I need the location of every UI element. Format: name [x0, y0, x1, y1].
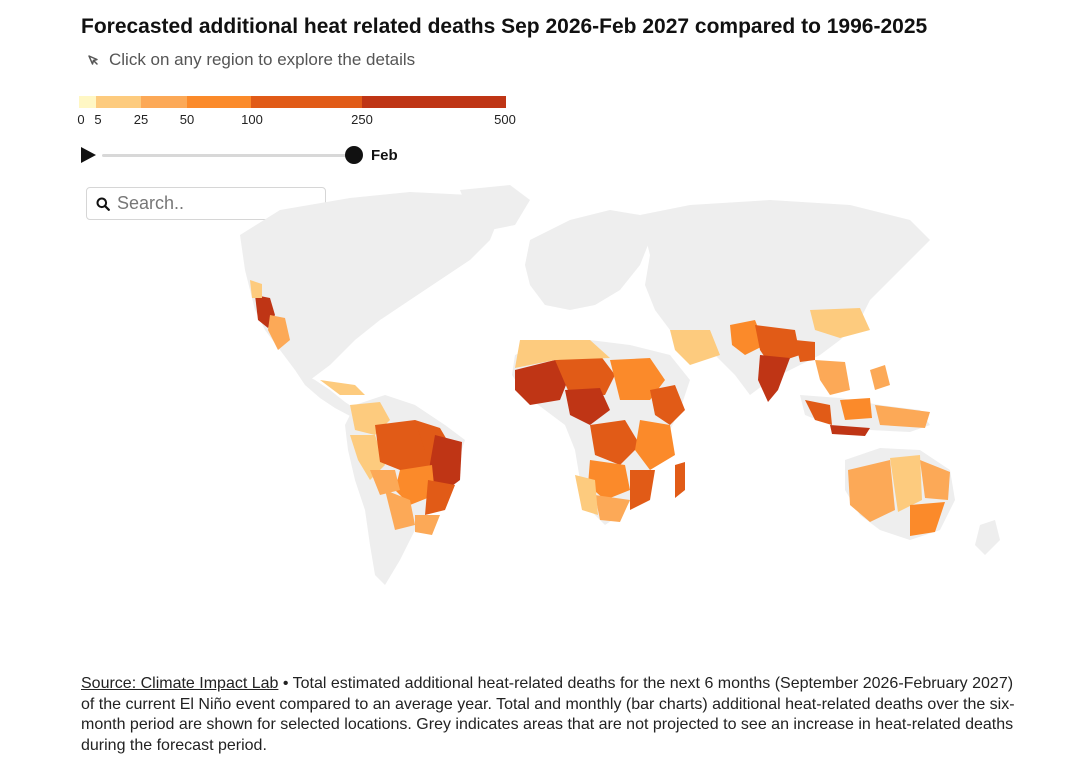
region-australia-west — [848, 460, 895, 522]
legend-swatch-0-5 — [79, 96, 96, 108]
chart-title: Forecasted additional heat related death… — [81, 15, 928, 38]
legend-tick-0: 0 — [77, 112, 85, 127]
current-month-label: Feb — [371, 147, 398, 164]
region-bahia — [428, 435, 462, 495]
region-nigeria — [565, 388, 610, 425]
footer-note: Source: Climate Impact Lab • Total estim… — [81, 674, 1016, 756]
region-angola-zambia — [588, 460, 630, 500]
legend-tick-25: 25 — [133, 112, 149, 127]
region-chad-sudan — [610, 358, 665, 400]
region-california — [250, 280, 262, 298]
region-java — [830, 425, 870, 436]
legend-swatch-100-250 — [251, 96, 362, 108]
region-sulawesi-papua — [875, 405, 930, 428]
legend-tick-5: 5 — [94, 112, 102, 127]
region-north-america — [240, 192, 500, 380]
region-congo — [590, 420, 640, 465]
legend-swatch-250-500 — [362, 96, 506, 108]
heat-regions — [250, 280, 950, 536]
region-sao-paulo — [425, 480, 455, 515]
world-map[interactable] — [170, 180, 1050, 600]
source-link[interactable]: Source: Climate Impact Lab — [81, 675, 279, 692]
region-caribbean — [320, 380, 365, 395]
legend-tick-250: 250 — [351, 112, 373, 127]
region-bolivia — [370, 470, 400, 495]
region-europe — [525, 210, 650, 310]
region-east-africa — [635, 420, 675, 470]
region-ethiopia — [650, 385, 685, 425]
region-peru — [350, 435, 385, 480]
timeline-slider-handle[interactable] — [345, 146, 363, 164]
region-madagascar — [675, 462, 685, 498]
legend-color-scale — [79, 96, 506, 108]
region-australia-east — [920, 460, 950, 500]
cursor-icon — [88, 55, 98, 65]
region-sahel-west — [515, 360, 570, 405]
region-paraguay — [385, 490, 415, 530]
region-sahara-edge — [515, 340, 610, 368]
region-south-brazil — [415, 515, 440, 535]
click-hint-text: Click on any region to explore the detai… — [109, 50, 416, 69]
region-greenland — [460, 185, 530, 230]
region-philippines — [870, 365, 890, 390]
legend-swatch-50-100 — [187, 96, 251, 108]
region-china-south — [810, 308, 870, 338]
search-icon — [96, 197, 110, 211]
click-hint: Click on any region to explore the detai… — [86, 50, 415, 70]
search-input[interactable] — [117, 193, 307, 214]
region-mexico-central — [268, 315, 290, 350]
month-timeline: Feb — [81, 145, 421, 167]
region-new-zealand — [975, 520, 1000, 555]
region-central-america — [295, 370, 360, 416]
region-search-box[interactable] — [86, 187, 326, 220]
legend-tick-100: 100 — [241, 112, 263, 127]
play-icon[interactable] — [81, 147, 96, 163]
region-borneo — [840, 398, 872, 420]
region-southeast-asia — [815, 360, 850, 395]
region-mali-niger — [555, 355, 615, 395]
region-southern-africa — [595, 495, 630, 522]
timeline-slider-track[interactable] — [102, 154, 355, 157]
legend-tick-500: 500 — [494, 112, 516, 127]
color-legend: 0 5 25 50 100 250 500 — [77, 96, 516, 128]
legend-swatch-5-25 — [96, 96, 141, 108]
region-australia-central — [890, 455, 922, 512]
region-india-south — [758, 355, 790, 402]
region-india-north — [755, 325, 800, 365]
region-arabia — [670, 330, 720, 365]
region-mozambique — [630, 470, 655, 510]
legend-swatch-25-50 — [141, 96, 187, 108]
region-sumatra — [805, 400, 832, 425]
region-namibia — [575, 475, 598, 515]
region-mato-grosso — [395, 465, 435, 505]
legend-tick-50: 50 — [179, 112, 195, 127]
region-australia-southeast — [910, 502, 945, 536]
footer-text: • Total estimated additional heat-relate… — [81, 675, 1015, 754]
region-bangladesh — [795, 340, 815, 362]
